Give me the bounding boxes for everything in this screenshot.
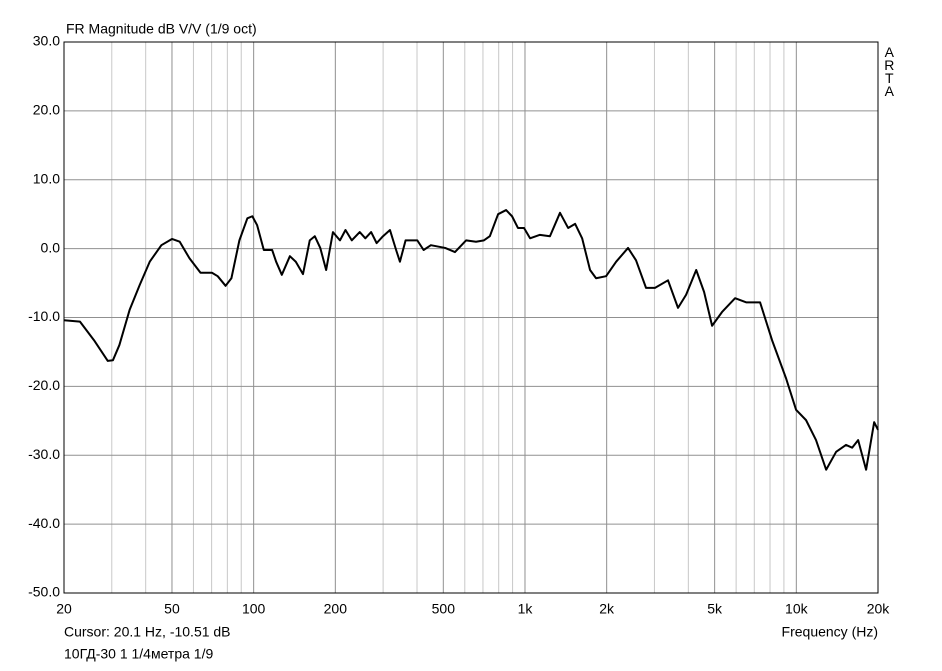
y-tick-label: -50.0 [28, 584, 60, 600]
x-tick-label: 50 [164, 601, 180, 617]
chart-title: FR Magnitude dB V/V (1/9 oct) [66, 21, 257, 37]
x-tick-label: 100 [242, 601, 266, 617]
x-tick-label: 500 [432, 601, 456, 617]
cursor-readout: Cursor: 20.1 Hz, -10.51 dB [64, 624, 231, 640]
plot-frame [63, 41, 879, 594]
x-tick-label: 20 [56, 601, 72, 617]
x-tick-label: 5k [707, 601, 723, 617]
y-tick-label: -30.0 [28, 446, 60, 462]
watermark: ARTA [881, 44, 897, 96]
series-line [63, 209, 879, 471]
y-tick-label: 10.0 [33, 170, 60, 186]
y-tick-label: 0.0 [41, 239, 61, 255]
y-tick-label: -20.0 [28, 377, 60, 393]
x-tick-label: 10k [785, 601, 809, 617]
x-tick-label: 2k [599, 601, 615, 617]
x-tick-label: 20k [867, 601, 891, 617]
note: 10ГД-30 1 1/4метра 1/9 [64, 646, 213, 662]
x-tick-label: 1k [518, 601, 534, 617]
x-tick-label: 200 [324, 601, 348, 617]
x-axis-label: Frequency (Hz) [782, 624, 878, 640]
y-tick-label: -10.0 [28, 308, 60, 324]
y-tick-label: 30.0 [33, 33, 60, 49]
y-tick-label: -40.0 [28, 515, 60, 531]
y-tick-label: 20.0 [33, 102, 60, 118]
